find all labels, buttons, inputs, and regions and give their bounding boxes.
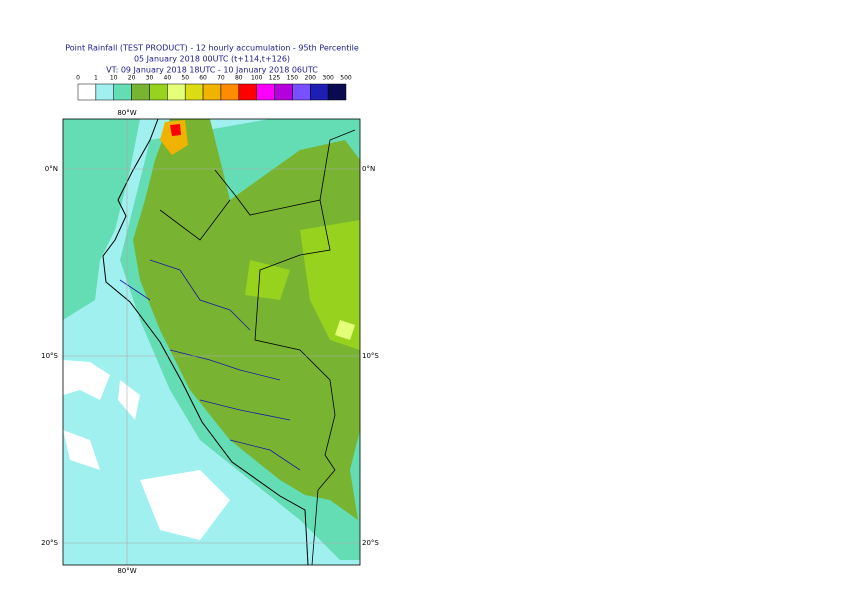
colorbar-box	[77, 83, 97, 101]
colorbar-box	[167, 83, 186, 101]
colorbar-label: 500	[340, 75, 352, 82]
colorbar-label: 20	[128, 75, 136, 82]
colorbar: 0 1 10 20 30 40 50 60 70 80 100 125 150 200 300 500	[76, 75, 352, 101]
colorbar-label: 150	[287, 75, 299, 82]
colorbar-label: 300	[322, 75, 334, 82]
moderate-rain-area	[133, 119, 360, 520]
lat-label: 0°N	[362, 165, 375, 173]
lon-label: 80°W	[117, 567, 136, 575]
heavier-rain-area	[245, 220, 360, 350]
colorbar-box	[131, 83, 150, 101]
colorbar-box	[220, 83, 240, 101]
colorbar-label: 40	[164, 75, 172, 82]
extreme-rain-area	[170, 124, 181, 136]
map-frame	[62, 118, 361, 566]
colorbar-box	[238, 83, 257, 101]
colorbar-box	[149, 83, 168, 101]
coastline	[102, 119, 309, 565]
colorbar-box	[95, 83, 114, 101]
very-heavy-rain-area	[160, 120, 188, 155]
map-field	[63, 119, 360, 565]
colorbar-label: 0	[76, 75, 80, 82]
title-line: VT: 09 January 2018 18UTC - 10 January 2…	[106, 66, 318, 75]
colorbar-box	[113, 83, 132, 101]
colorbar-label: 60	[199, 75, 207, 82]
colorbar-label: 100	[251, 75, 263, 82]
colorbar-box	[274, 83, 293, 101]
lat-label: 20°S	[41, 539, 58, 547]
colorbar-label: 50	[181, 75, 189, 82]
lat-label: 20°S	[362, 539, 379, 547]
lat-label: 10°S	[362, 352, 379, 360]
region-border	[119, 259, 301, 471]
dry-area	[63, 360, 230, 540]
lat-label: 0°N	[45, 165, 58, 173]
title-line: 05 January 2018 00UTC (t+114,t+126)	[134, 55, 290, 64]
colorbar-label: 70	[217, 75, 225, 82]
country-border	[159, 129, 356, 565]
colorbar-label: 200	[305, 75, 317, 82]
colorbar-box	[256, 83, 275, 101]
colorbar-label: 1	[94, 75, 98, 82]
colorbar-label: 30	[146, 75, 154, 82]
lon-label: 80°W	[117, 109, 136, 117]
colorbar-box	[327, 83, 347, 101]
heavy-rain-area	[335, 320, 355, 340]
lat-label: 10°S	[41, 352, 58, 360]
colorbar-label: 10	[110, 75, 118, 82]
colorbar-box	[292, 83, 311, 101]
title-line: Point Rainfall (TEST PRODUCT) - 12 hourl…	[65, 44, 359, 53]
colorbar-box	[310, 83, 329, 101]
colorbar-label: 80	[235, 75, 243, 82]
colorbar-label: 125	[269, 75, 281, 82]
colorbar-box	[202, 83, 222, 101]
colorbar-box	[184, 83, 204, 101]
